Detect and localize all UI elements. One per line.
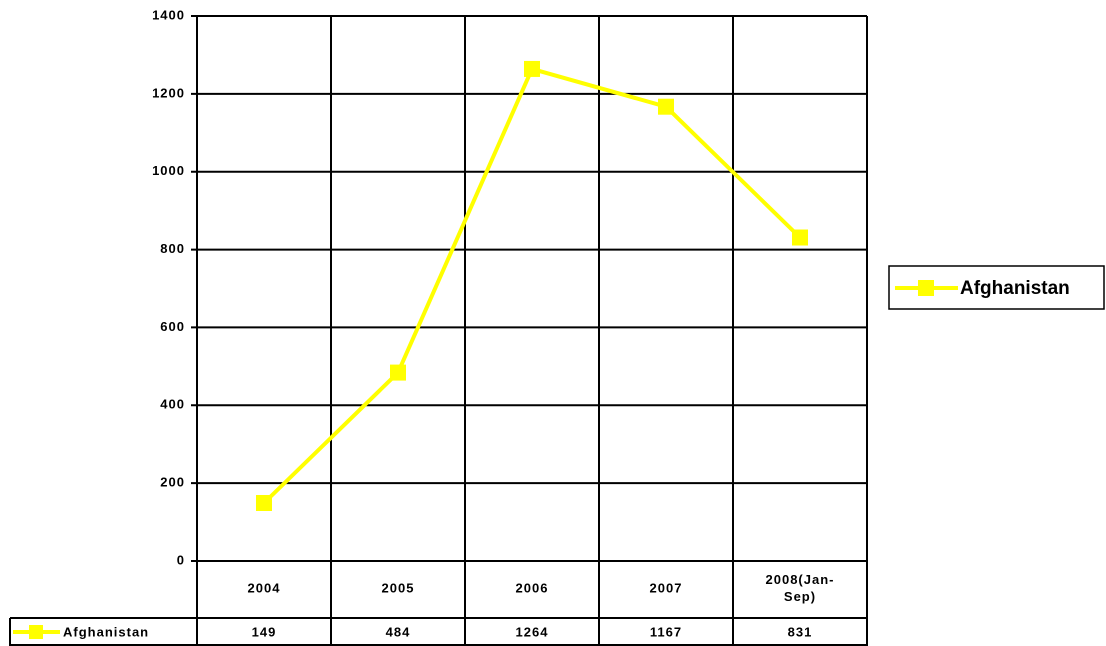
marker: [256, 494, 272, 511]
y-tick-label: 200: [160, 475, 185, 490]
y-tick-label: 1400: [152, 7, 185, 22]
label-line: 2005: [382, 581, 415, 596]
label-line: 2006: [516, 581, 549, 596]
legend-marker: [918, 280, 934, 296]
table-value: 1264: [516, 624, 549, 639]
label-line: 2004: [248, 581, 281, 596]
y-tick-label: 0: [177, 552, 185, 567]
x-tick-label: 2004: [248, 581, 281, 596]
y-tick-label: 1000: [152, 163, 185, 178]
legend-label: Afghanistan: [63, 624, 149, 639]
x-tick-label: 2007: [650, 581, 683, 596]
table-value: 484: [386, 624, 411, 639]
label-line: 2007: [650, 581, 683, 596]
x-tick-label: 2006: [516, 581, 549, 596]
x-tick-label: 2005: [382, 581, 415, 596]
x-tick-label: 2008(Jan- Sep): [766, 572, 835, 604]
table-value: 149: [252, 624, 277, 639]
line: [262, 66, 802, 505]
table-value: 1167: [650, 624, 682, 639]
marker: [524, 60, 540, 77]
y-tick-label: 400: [160, 397, 185, 412]
marker: [658, 98, 674, 115]
legend-box: [888, 265, 1105, 310]
y-tick-label: 1200: [152, 85, 185, 100]
label-line: Sep): [784, 589, 816, 604]
y-tick-label: 600: [160, 319, 185, 334]
legend-marker: [29, 625, 43, 639]
table-value: 831: [788, 624, 813, 639]
marker: [390, 364, 406, 381]
label-line: 2008(Jan-: [766, 572, 835, 587]
y-tick-label: 800: [160, 241, 185, 256]
legend-label: Afghanistan: [960, 278, 1070, 299]
marker: [792, 229, 808, 246]
